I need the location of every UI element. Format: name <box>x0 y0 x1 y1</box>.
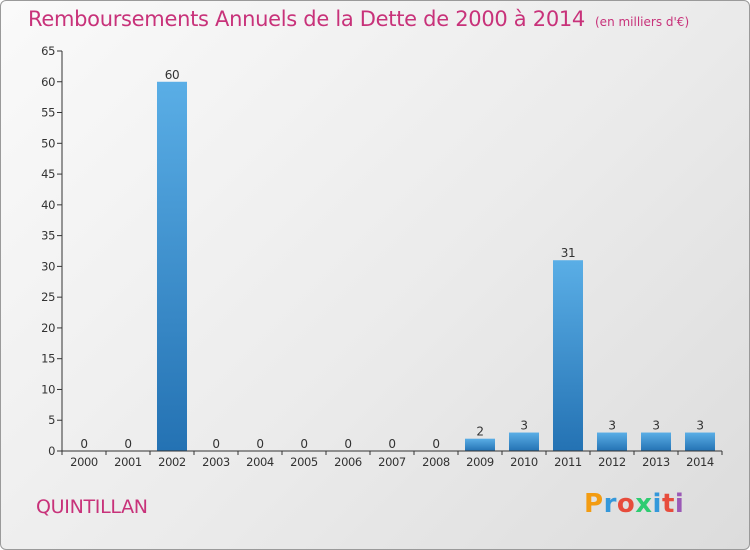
logo-letter: i <box>652 489 662 519</box>
x-tick-label: 2002 <box>158 455 186 469</box>
x-tick-label: 2010 <box>510 455 538 469</box>
bar <box>553 260 583 451</box>
y-tick-label: 55 <box>41 106 55 120</box>
x-tick-label: 2012 <box>598 455 626 469</box>
data-label: 0 <box>432 437 439 451</box>
y-tick-label: 30 <box>41 259 55 273</box>
x-tick-label: 2000 <box>70 455 98 469</box>
data-label: 3 <box>652 419 659 433</box>
y-tick-label: 20 <box>41 321 55 335</box>
data-label: 0 <box>300 437 307 451</box>
y-tick-label: 15 <box>41 352 55 366</box>
logo-letter: r <box>603 489 617 519</box>
y-tick-label: 50 <box>41 136 55 150</box>
data-label: 3 <box>520 419 527 433</box>
logo-letter: i <box>674 489 685 519</box>
y-tick-label: 0 <box>48 444 55 458</box>
bar <box>465 438 495 451</box>
x-tick-label: 2006 <box>334 455 362 469</box>
x-tick-label: 2001 <box>114 455 142 469</box>
bar <box>641 432 671 451</box>
x-tick-label: 2007 <box>378 455 406 469</box>
x-tick-label: 2008 <box>422 455 450 469</box>
title-text: Remboursements Annuels de la Dette de 20… <box>28 7 585 31</box>
chart-title: Remboursements Annuels de la Dette de 20… <box>28 7 689 31</box>
data-label: 0 <box>388 437 395 451</box>
y-tick-label: 40 <box>41 198 55 212</box>
x-tick-label: 2009 <box>466 455 494 469</box>
x-tick-label: 2014 <box>686 455 714 469</box>
bar <box>685 432 715 451</box>
bars-group <box>157 81 715 452</box>
logo-letter: x <box>635 489 653 519</box>
data-label: 31 <box>561 246 575 260</box>
labels-group: 0 0 60 0 0 0 0 0 0 2 3 31 3 3 3 <box>80 68 704 451</box>
data-label: 2 <box>476 425 483 439</box>
data-label: 3 <box>696 419 703 433</box>
data-label: 0 <box>344 437 351 451</box>
y-tick-label: 5 <box>48 413 55 427</box>
data-label: 0 <box>212 437 219 451</box>
x-tick-label: 2003 <box>202 455 230 469</box>
x-tick-label: 2011 <box>554 455 582 469</box>
proxiti-logo: Proxiti <box>584 489 684 519</box>
data-label: 0 <box>80 437 87 451</box>
x-tick-label: 2004 <box>246 455 274 469</box>
data-label: 0 <box>256 437 263 451</box>
y-tick-label: 25 <box>41 290 55 304</box>
y-tick-label: 65 <box>41 44 55 58</box>
y-tick-label: 60 <box>41 75 55 89</box>
x-tick-label: 2005 <box>290 455 318 469</box>
y-tick-label: 35 <box>41 229 55 243</box>
bar <box>509 432 539 451</box>
y-tick-label: 10 <box>41 382 55 396</box>
data-label: 60 <box>165 68 179 82</box>
logo-letter: P <box>584 489 604 519</box>
y-tick-label: 45 <box>41 167 55 181</box>
commune-name: QUINTILLAN <box>36 496 148 518</box>
logo-letter: o <box>616 489 636 519</box>
data-label: 3 <box>608 419 615 433</box>
bar <box>597 432 627 451</box>
logo-letter: t <box>661 489 675 519</box>
bar <box>157 81 187 452</box>
x-tick-label: 2013 <box>642 455 670 469</box>
data-label: 0 <box>124 437 131 451</box>
unit-label: (en milliers d'€) <box>595 15 690 29</box>
